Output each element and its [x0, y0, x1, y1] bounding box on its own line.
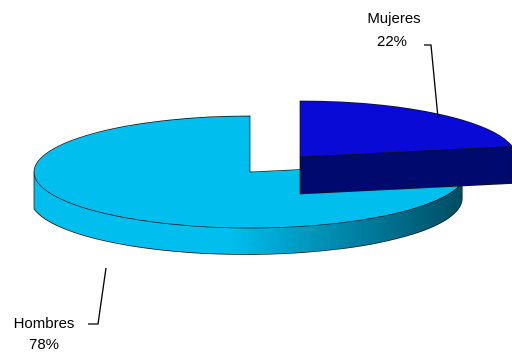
hombres-percent-label: 78%	[29, 336, 59, 353]
mujeres-leader-line	[424, 44, 439, 119]
hombres-leader-line	[88, 267, 107, 325]
mujeres-category-label: Mujeres	[367, 10, 420, 27]
hombres-slice-top	[33, 115, 467, 229]
hombres-category-label: Hombres	[14, 315, 75, 332]
mujeres-percent-label: 22%	[377, 33, 407, 50]
